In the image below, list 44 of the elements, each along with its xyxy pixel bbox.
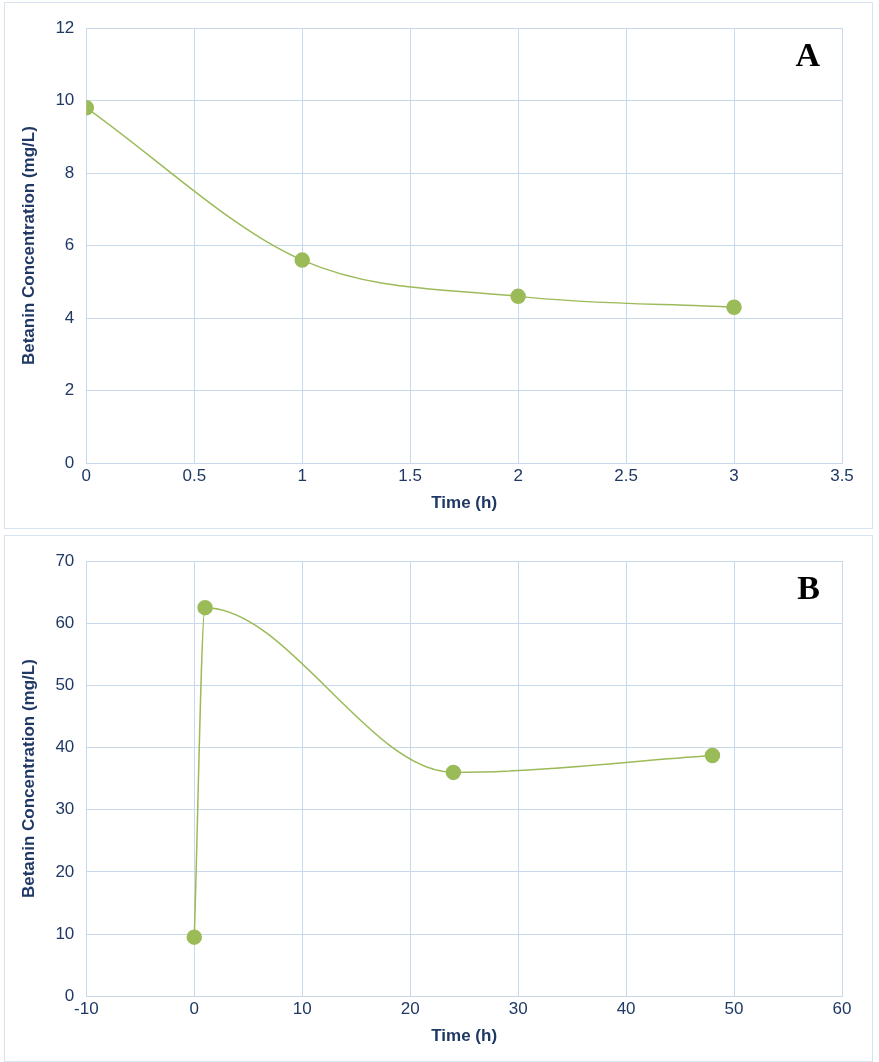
x-tick-label: 3.5 — [830, 466, 854, 486]
x-tick-label: 30 — [508, 999, 528, 1019]
x-tick-label: 2 — [513, 466, 523, 486]
point — [197, 599, 213, 616]
x-tick-label: 40 — [616, 999, 636, 1019]
y-tick-label: 10 — [55, 90, 75, 110]
point — [510, 288, 526, 305]
y-tick-label: 12 — [55, 17, 75, 37]
x-tick-label: 2.5 — [614, 466, 638, 486]
y-tick-label: 4 — [64, 307, 75, 327]
x-tick-label: 0 — [189, 999, 199, 1019]
y-tick-label: 70 — [55, 550, 75, 570]
y-tick-label: 0 — [64, 985, 75, 1005]
y-axis-title: Betanin Concentration (mg/L) — [18, 126, 38, 366]
y-tick-label: 20 — [55, 861, 75, 881]
point — [294, 252, 310, 268]
y-tick-label: 30 — [55, 799, 75, 819]
y-tick-label: 0 — [64, 452, 75, 472]
x-tick-label: 60 — [832, 999, 852, 1019]
x-tick-label: 10 — [292, 999, 312, 1019]
y-tick-label: 60 — [55, 612, 75, 632]
x-tick-label: 3 — [729, 466, 739, 486]
x-tick-label: 50 — [724, 999, 744, 1019]
annotation: A — [795, 35, 821, 73]
y-tick-label: 40 — [55, 737, 75, 757]
x-tick-label: 0 — [81, 466, 92, 486]
y-tick-label: 50 — [55, 675, 75, 695]
y-tick-label: 2 — [64, 380, 75, 400]
y-tick-label: 8 — [64, 162, 75, 182]
x-tick-label: 20 — [400, 999, 420, 1019]
x-tick-label: 1.5 — [398, 466, 422, 486]
point — [726, 299, 742, 315]
x-tick-label: 1 — [297, 466, 307, 486]
point — [186, 929, 203, 945]
y-tick-label: 10 — [55, 923, 75, 943]
point — [704, 747, 721, 764]
y-axis-title: Betanin Concentration (mg/L) — [18, 659, 38, 899]
x-axis-title: Time (h) — [431, 1026, 498, 1046]
annotation: B — [797, 568, 820, 606]
x-tick-label: 0.5 — [182, 466, 207, 486]
x-tick-label: -10 — [74, 999, 99, 1019]
point — [445, 764, 462, 781]
y-tick-label: 6 — [64, 235, 75, 255]
x-axis-title: Time (h) — [431, 493, 498, 513]
